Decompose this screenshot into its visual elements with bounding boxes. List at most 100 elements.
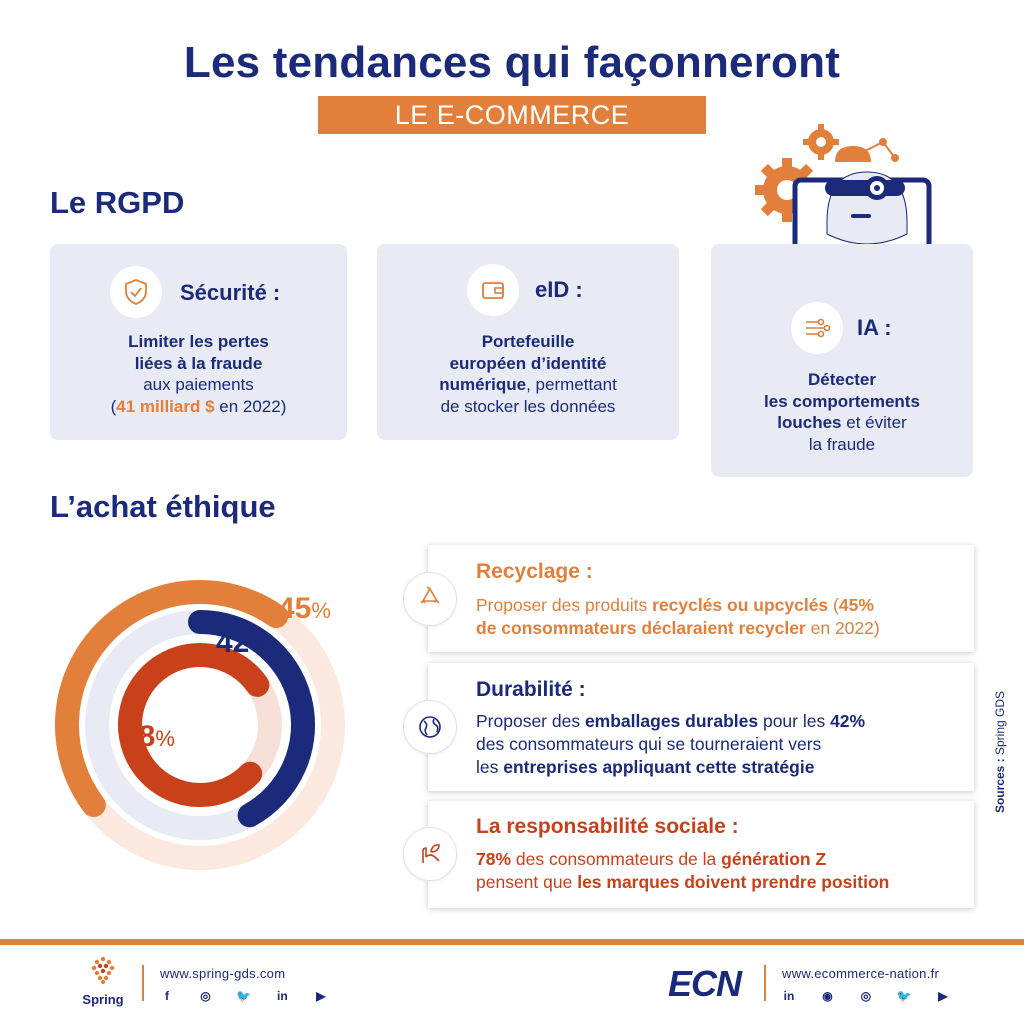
text: ( [828,595,839,615]
text: génération Z [721,849,827,869]
ring-arc-45 [55,580,289,818]
globe-icon [403,700,457,754]
linkedin-icon[interactable]: in [783,989,795,1003]
footer-divider [0,939,1024,945]
wallet-icon [467,264,519,316]
text: en 2022) [805,618,880,638]
text: , permettant [526,375,617,394]
twitter-icon[interactable]: 🐦 [236,989,252,1003]
card-line: de stocker les données [440,396,616,416]
card-ia: IA : Détecter les comportements louches … [711,244,973,477]
instagram-icon[interactable]: ◎ [860,989,872,1003]
text: recyclés ou upcyclés [652,595,829,615]
ring-arc-78 [118,643,270,807]
text: et éviter [841,413,907,432]
highlight-value: 41 milliard $ [116,396,215,416]
text: des consommateurs de la [511,849,722,869]
card-line: européen d’identité [449,353,607,373]
hand-leaf-icon [403,827,457,881]
ring-unit: % [155,726,175,751]
sources-label: Sources : [993,758,1007,814]
text: pensent que [476,872,578,892]
youtube-icon[interactable]: ▶ [938,989,948,1003]
ring-arc-42 [188,610,315,828]
shield-check-icon [110,266,162,318]
page-subtitle-banner: LE E-COMMERCE [318,96,706,134]
card-line: les comportements [764,391,920,411]
ring-value: 42 [216,626,250,659]
spring-brand-name: Spring [82,992,124,1007]
instagram-icon[interactable]: ◎ [200,989,211,1003]
text: emballages durables [584,711,759,731]
text: 45% [838,595,874,615]
youtube-icon[interactable]: ▶ [316,989,326,1003]
item-responsabilite [428,801,974,908]
ring-value: 45 [278,592,312,625]
podcast-icon[interactable]: ◉ [822,989,833,1003]
card-line: Détecter [807,370,877,389]
ring-chart [55,580,345,870]
ring-unit: % [311,598,331,623]
item-title: Durabilité : [476,678,586,701]
footer-separator [764,965,766,1001]
ring-label-78: 78% [122,720,175,754]
item-recyclage [428,545,974,652]
spring-social-links: f ◎ 🐦 in ▶ [156,987,332,1005]
card-line: la fraude [808,434,876,454]
text: 78% [476,849,512,869]
spring-logo-icon [91,956,115,984]
ecn-url-link[interactable]: www.ecommerce-nation.fr [782,966,940,981]
spring-url-link[interactable]: www.spring-gds.com [160,966,286,981]
card-body: Limiter les pertes liées à la fraude aux… [50,331,347,417]
text: pour les [758,711,831,731]
section-heading-ethique: L’achat éthique [50,489,276,524]
text: Proposer des [476,711,585,731]
card-line: (41 milliard $ en 2022) [50,396,347,418]
facebook-icon[interactable]: f [165,989,169,1003]
card-title: IA : [857,315,892,340]
card-title: Sécurité : [180,280,281,305]
item-text: Proposer des produits recyclés ou upcycl… [476,594,966,640]
text: les marques doivent prendre position [577,872,890,892]
sources-note: Sources : Spring GDS [990,680,1010,830]
card-line: Limiter les pertes [128,332,269,351]
text: Proposer des produits [476,595,653,615]
card-line: Portefeuille [481,332,575,351]
footer-separator [142,965,144,1001]
ring-value: 78 [122,720,156,753]
text: numérique [439,375,527,394]
card-eid: eID : Portefeuille européen d’identité n… [377,244,679,440]
card-title: eID : [535,277,583,302]
item-text: Proposer des emballages durables pour le… [476,710,966,779]
text: les [476,757,504,777]
ring-label-42: 42% [216,626,269,660]
item-title: La responsabilité sociale : [476,815,739,838]
page-title: Les tendances qui façonneront [183,38,841,87]
ring-unit: % [249,632,269,657]
card-line: numérique, permettant [377,374,679,396]
text: louches [777,413,842,432]
circuit-icon [791,302,843,354]
section-heading-rgpd: Le RGPD [50,185,185,220]
text: de consommateurs déclaraient recycler [476,618,806,638]
item-durabilite [428,663,974,791]
twitter-icon[interactable]: 🐦 [896,989,912,1003]
recycle-icon [403,572,457,626]
text: entreprises appliquant cette stratégie [503,757,815,777]
sources-value: Spring GDS [993,690,1007,755]
ecn-logo: ECN [668,963,742,1004]
linkedin-icon[interactable]: in [277,989,288,1003]
card-line: louches et éviter [711,412,973,434]
text: en 2022) [214,396,287,416]
ring-label-45: 45% [278,592,331,626]
ecn-social-links: in ◉ ◎ 🐦 ▶ [778,987,954,1005]
text: ( [110,396,117,416]
card-securite: Sécurité : Limiter les pertes liées à la… [50,244,347,440]
card-body: Détecter les comportements louches et év… [711,369,973,455]
item-text: 78% des consommateurs de la génération Z… [476,848,966,894]
text: des consommateurs qui se tourneraient ve… [476,734,822,754]
item-title: Recyclage : [476,560,593,583]
text: 42% [830,711,866,731]
card-body: Portefeuille européen d’identité numériq… [377,331,679,417]
card-line: liées à la fraude [134,353,263,373]
